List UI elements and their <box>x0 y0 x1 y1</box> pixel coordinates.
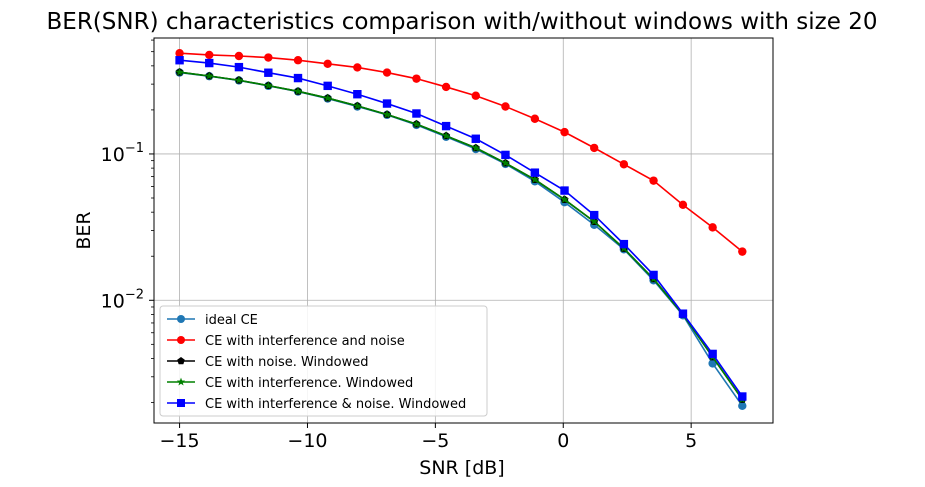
data-point <box>678 309 688 318</box>
data-point <box>382 110 392 119</box>
series-4 <box>175 56 747 401</box>
data-point <box>205 71 214 80</box>
legend: ideal CE CE with interference and noise CE… <box>159 305 488 417</box>
data-point <box>501 102 510 111</box>
x-tick-label: 5 <box>685 430 697 452</box>
data-point <box>412 109 421 118</box>
data-point <box>353 90 362 99</box>
data-point <box>175 49 184 58</box>
data-point <box>264 68 273 77</box>
data-point <box>441 121 451 131</box>
data-point <box>708 223 717 232</box>
data-point <box>264 81 273 90</box>
data-point <box>560 127 569 137</box>
data-point <box>530 168 540 177</box>
legend-item: ideal CE <box>167 313 258 328</box>
data-point <box>205 50 214 60</box>
x-tick-label: −10 <box>287 430 327 452</box>
data-point <box>441 131 451 140</box>
series-1 <box>175 49 747 256</box>
data-point <box>175 67 184 76</box>
data-point <box>738 401 747 411</box>
legend-label: CE with interference. Windowed <box>205 376 413 391</box>
data-point <box>708 349 717 359</box>
x-axis-label: SNR [dB] <box>419 457 504 479</box>
chart-title: BER(SNR) characteristics comparison with… <box>47 9 878 35</box>
series-line <box>179 52 743 253</box>
data-point <box>382 99 392 108</box>
data-point <box>649 176 658 185</box>
data-point <box>175 56 184 65</box>
data-point <box>471 134 480 143</box>
data-point <box>738 247 747 256</box>
x-axis-ticks: −15 −10 −5 0 5 <box>160 423 697 452</box>
data-point <box>501 158 510 167</box>
data-point <box>501 150 510 160</box>
data-point <box>293 56 303 65</box>
data-point <box>293 86 303 95</box>
data-point <box>649 270 658 280</box>
data-point <box>323 93 332 102</box>
y-axis-ticks: 10−1 10−2 <box>101 39 154 403</box>
series-layer <box>175 49 747 411</box>
legend-marker <box>177 399 185 407</box>
x-tick-label: −5 <box>421 430 449 452</box>
data-point <box>619 239 629 249</box>
data-point <box>382 68 392 77</box>
x-tick-label: 0 <box>557 430 569 452</box>
y-tick-label: 10−2 <box>101 287 144 312</box>
legend-marker <box>176 377 186 386</box>
legend-item: CE with interference. Windowed <box>167 376 413 391</box>
legend-marker <box>177 315 185 323</box>
data-point <box>234 62 244 72</box>
legend-label: CE with noise. Windowed <box>205 355 368 370</box>
data-point <box>441 82 451 92</box>
legend-item: CE with interference & noise. Windowed <box>167 397 466 412</box>
data-point <box>471 91 480 100</box>
grid <box>154 38 773 423</box>
legend-marker <box>177 336 185 344</box>
data-point <box>619 160 629 169</box>
legend-marker <box>177 357 185 365</box>
data-point <box>560 186 569 195</box>
data-point <box>412 119 421 128</box>
y-tick-label: 10−1 <box>101 141 144 166</box>
data-point <box>708 359 717 368</box>
legend-box <box>159 305 488 417</box>
data-point <box>738 392 747 401</box>
data-point <box>560 195 569 204</box>
series-line <box>179 59 743 397</box>
data-point <box>205 58 214 68</box>
legend-label: CE with interference & noise. Windowed <box>205 397 466 412</box>
series-3 <box>175 67 747 404</box>
data-point <box>590 217 599 226</box>
legend-label: CE with interference and noise <box>205 334 405 349</box>
data-point <box>530 175 540 184</box>
y-axis-label: BER <box>73 211 95 249</box>
data-point <box>353 101 362 110</box>
data-point <box>590 210 599 220</box>
data-point <box>323 81 332 91</box>
data-point <box>234 75 244 84</box>
legend-item: CE with noise. Windowed <box>167 355 368 370</box>
data-point <box>530 114 540 123</box>
legend-item: CE with interference and noise <box>167 334 405 349</box>
data-point <box>264 53 273 62</box>
data-point <box>678 200 688 210</box>
data-point <box>353 63 362 72</box>
data-point <box>412 74 421 83</box>
legend-label: ideal CE <box>205 313 258 328</box>
series-line <box>179 71 743 400</box>
data-point <box>293 73 303 83</box>
data-point <box>590 143 599 153</box>
x-tick-label: −15 <box>160 430 200 452</box>
data-point <box>234 51 244 61</box>
data-point <box>323 59 332 69</box>
data-point <box>471 143 480 152</box>
